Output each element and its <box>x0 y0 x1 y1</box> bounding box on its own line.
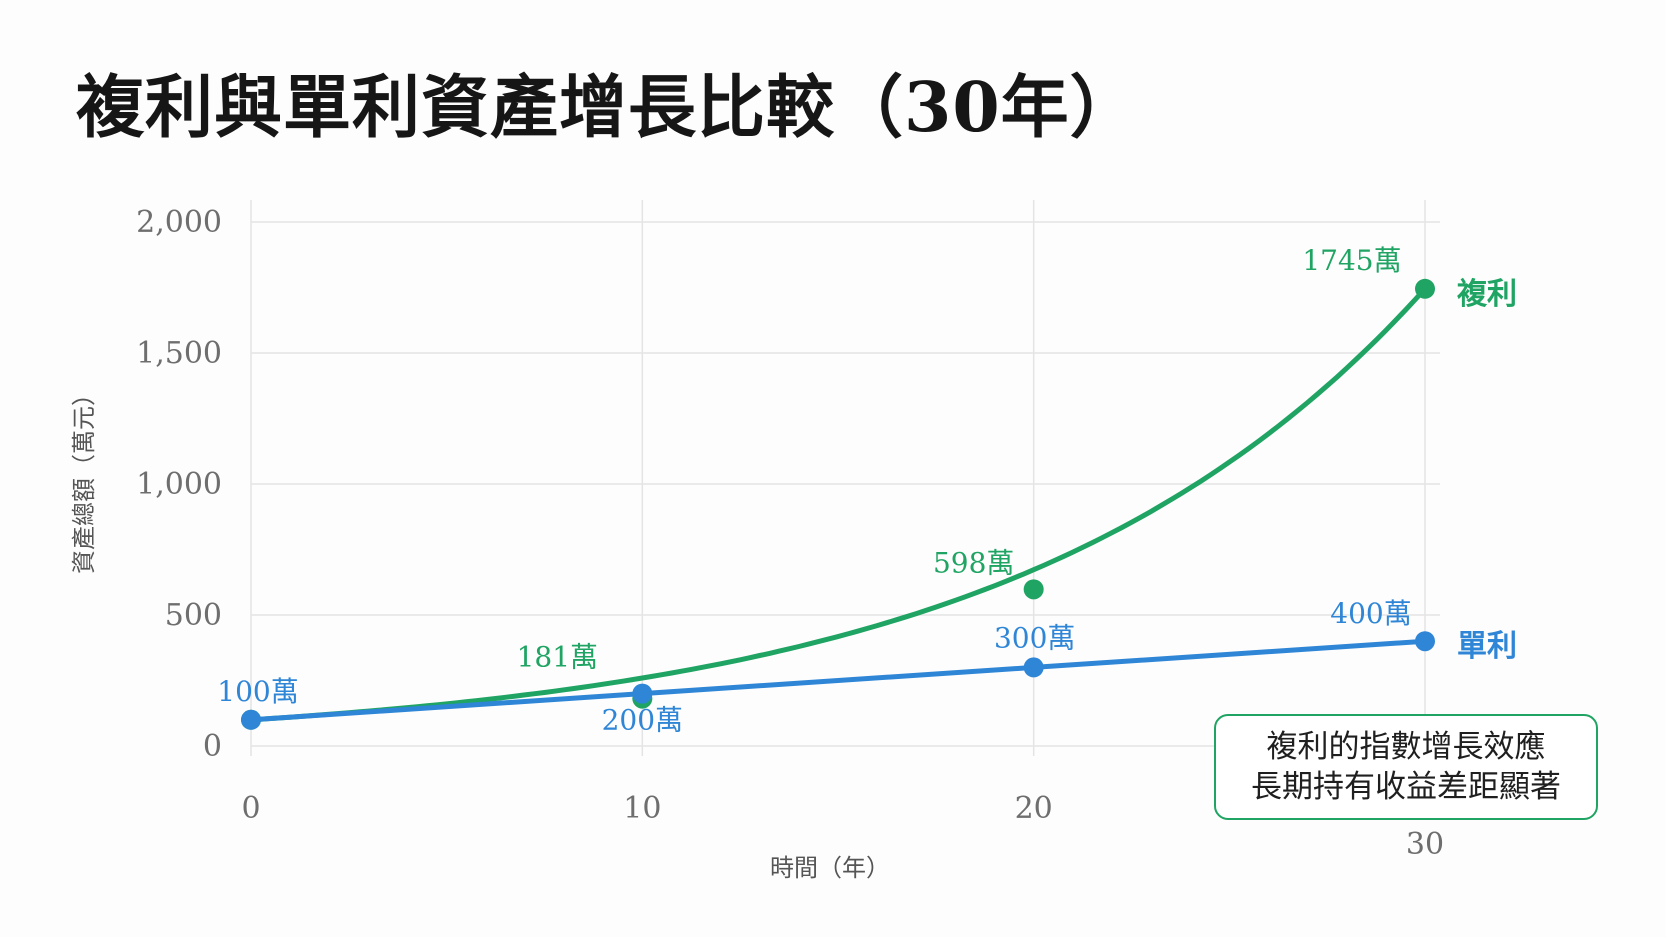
annotation-box: 複利的指數增長效應 長期持有收益差距顯著 <box>1214 714 1598 820</box>
x-tick-labels: 0 10 20 30 <box>241 791 1444 862</box>
data-label: 100萬 <box>217 675 298 708</box>
data-point <box>1415 631 1435 652</box>
data-point <box>1023 579 1044 600</box>
chart-grid <box>250 200 1440 756</box>
y-tick-label: 1,500 <box>136 336 222 371</box>
series-name-label: 單利 <box>1457 629 1517 664</box>
y-tick-labels: 0 500 1,000 1,500 2,000 <box>136 205 222 764</box>
y-tick-label: 1,000 <box>136 467 222 502</box>
data-label: 300萬 <box>994 621 1075 654</box>
y-axis-title: 資產總額（萬元） <box>70 382 98 574</box>
data-point <box>1415 278 1435 299</box>
x-tick-label: 0 <box>241 791 260 826</box>
x-tick-label: 10 <box>623 791 661 826</box>
data-point <box>632 683 653 704</box>
x-axis-title: 時間（年） <box>770 854 890 882</box>
data-label: 1745萬 <box>1302 244 1401 277</box>
data-point <box>1023 657 1044 678</box>
series-line <box>248 638 1428 723</box>
x-tick-label: 30 <box>1406 827 1444 862</box>
y-tick-label: 2,000 <box>136 205 222 240</box>
series-line <box>248 286 1428 723</box>
annotation-line-2: 長期持有收益差距顯著 <box>1251 769 1561 805</box>
data-label: 200萬 <box>602 704 683 737</box>
data-point <box>241 709 261 730</box>
data-label: 181萬 <box>517 641 598 674</box>
annotation-line-1: 複利的指數增長效應 <box>1266 729 1546 765</box>
data-label: 598萬 <box>933 546 1014 579</box>
y-tick-label: 0 <box>203 729 222 764</box>
x-tick-label: 20 <box>1015 791 1053 826</box>
y-tick-label: 500 <box>165 598 222 633</box>
data-label: 400萬 <box>1330 597 1411 630</box>
page-title: 複利與單利資產增長比較（30年） <box>76 68 1139 148</box>
series-name-label: 複利 <box>1457 277 1517 312</box>
